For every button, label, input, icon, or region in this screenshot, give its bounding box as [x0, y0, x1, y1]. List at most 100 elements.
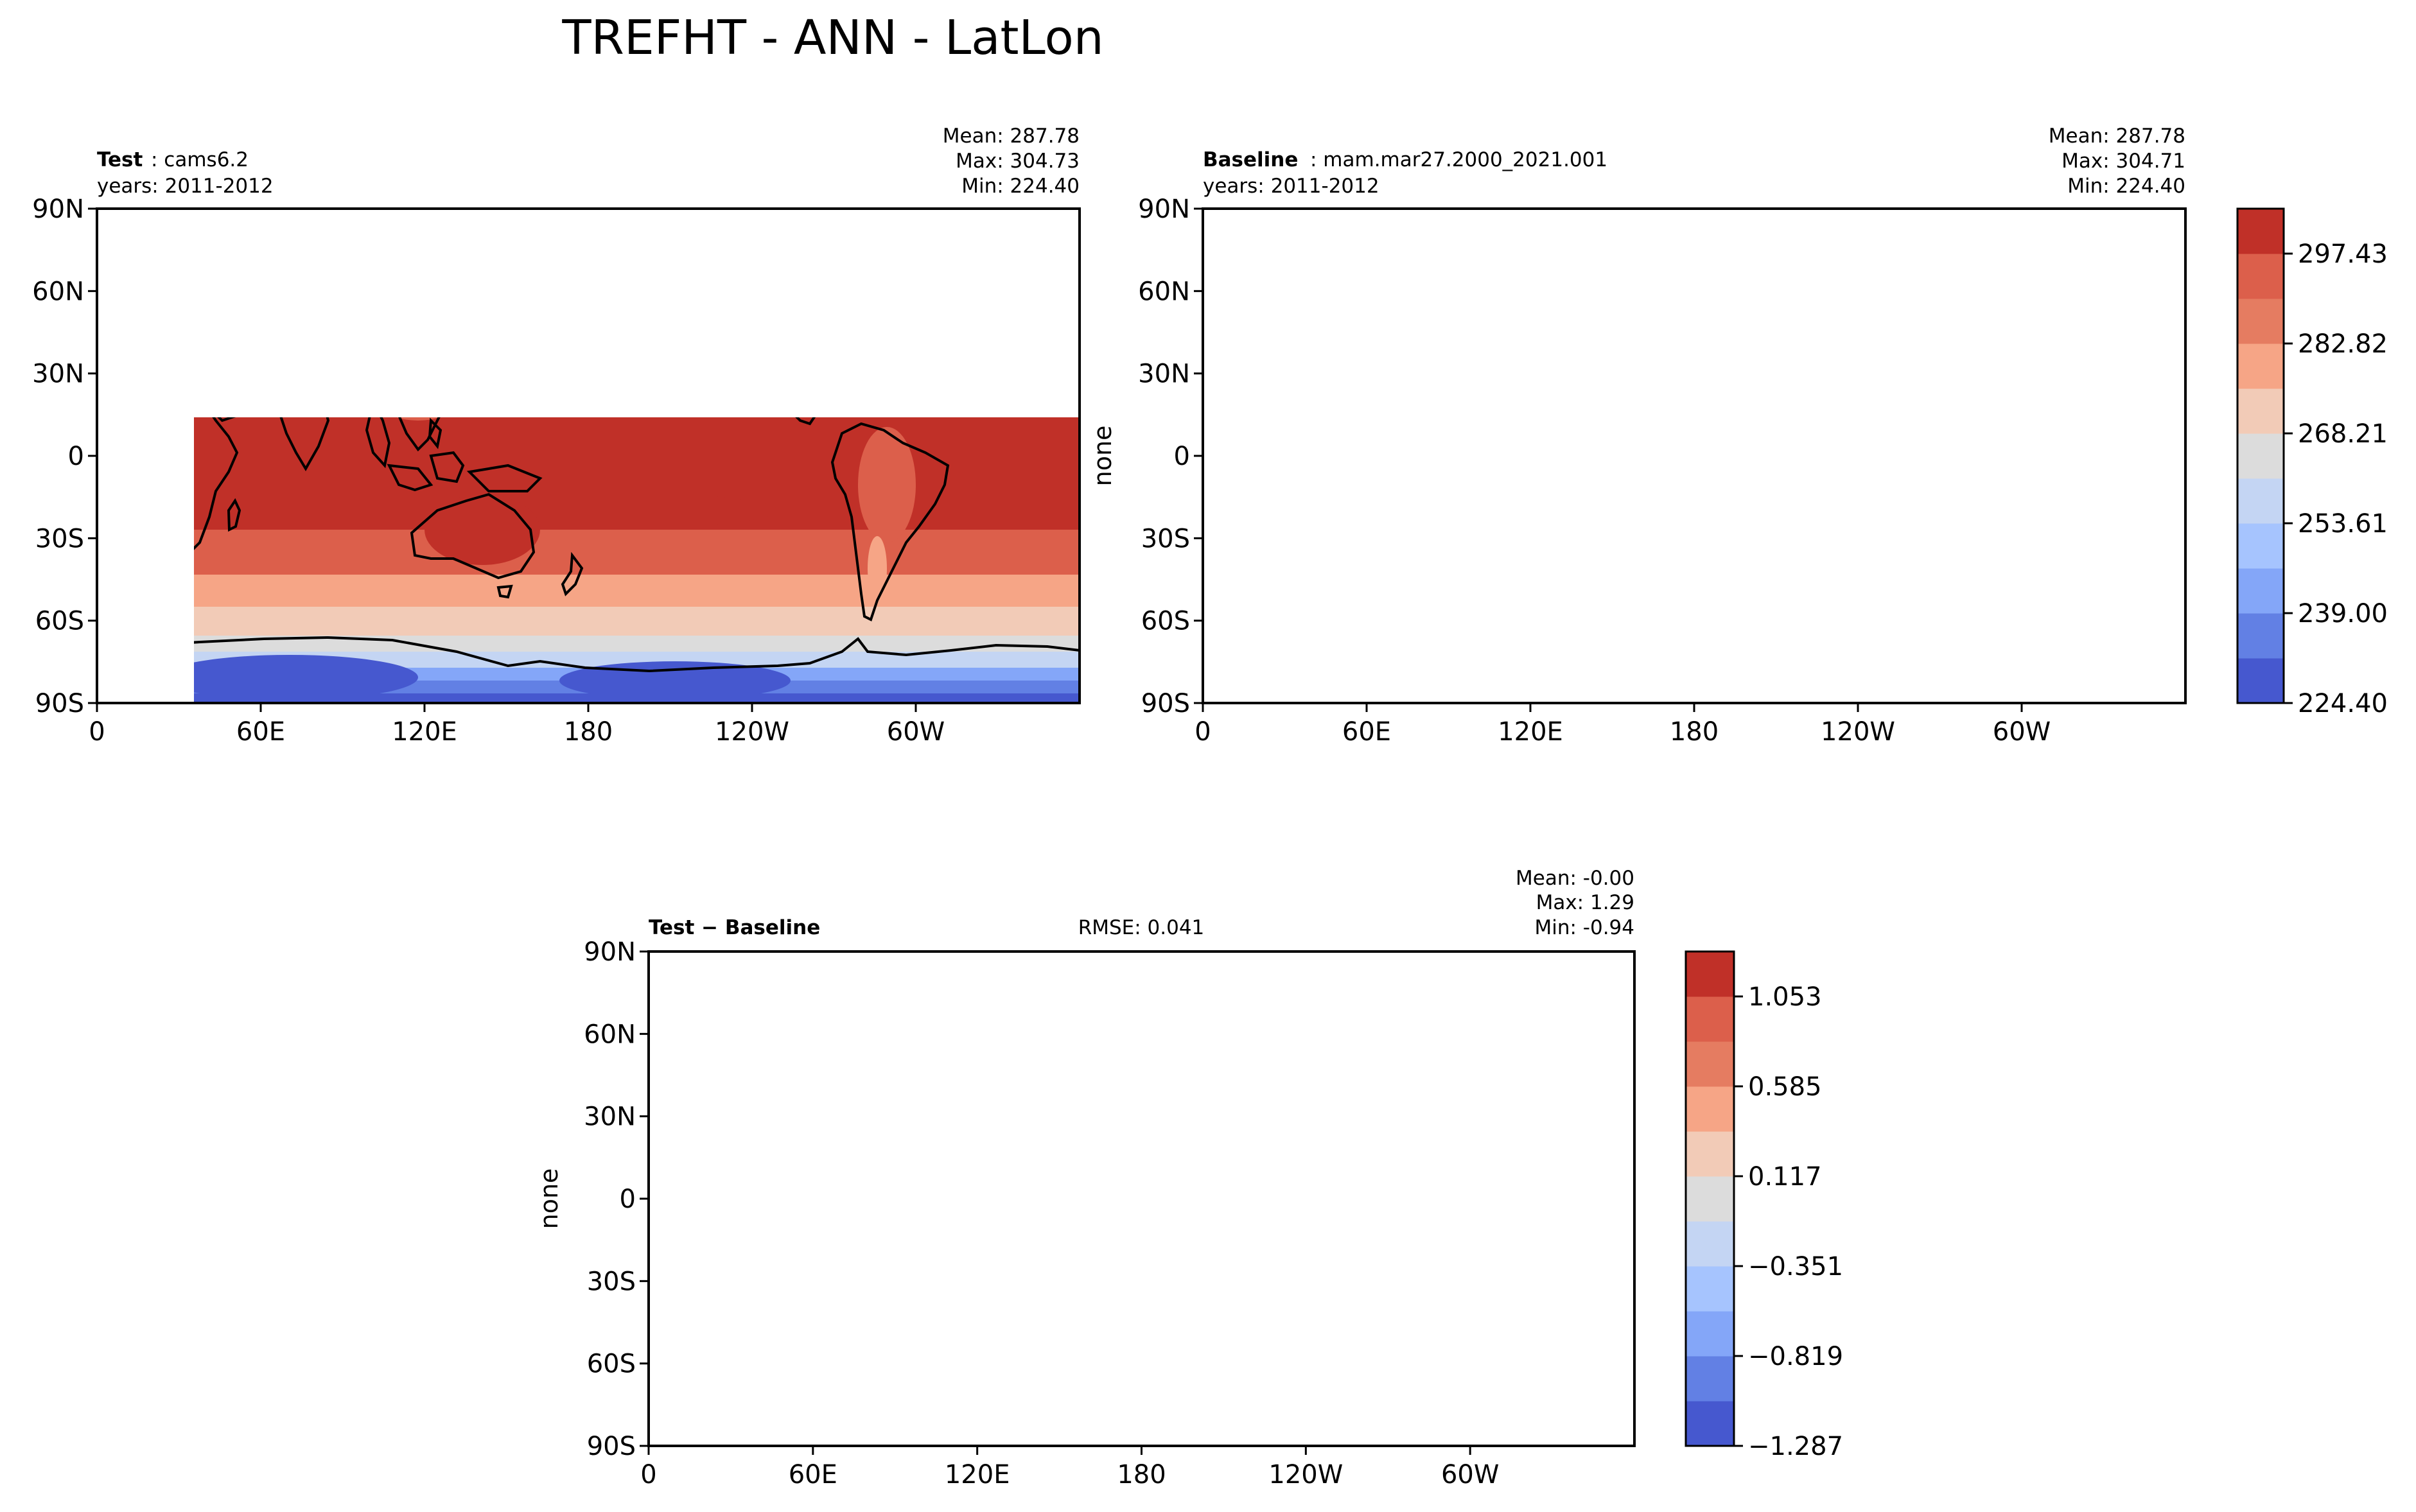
colorbar-segment: [2237, 658, 2284, 704]
colorbar-segment: [1686, 1311, 1734, 1357]
colorbar-segment: [1686, 952, 1734, 997]
baseline-label-bold: Baseline: [1203, 148, 1298, 171]
colorbar-segment: [1686, 1041, 1734, 1087]
x-tick-label: 120E: [392, 717, 457, 747]
x-tick-label: 180: [1117, 1460, 1166, 1490]
colorbar-tick-label: 253.61: [2298, 509, 2388, 539]
y-tick-label: 30N: [1138, 360, 1190, 389]
colorbar-segment: [2237, 343, 2284, 389]
figure-title: TREFHT - ANN - LatLon: [561, 10, 1103, 65]
test-years: years: 2011-2012: [97, 175, 274, 198]
colorbar-tick-label: 297.43: [2298, 239, 2388, 269]
x-tick-label: 60E: [1342, 717, 1391, 747]
colorbar-segment: [2237, 478, 2284, 524]
y-tick-label: 60S: [587, 1350, 636, 1379]
difference-rmse: RMSE: 0.041: [1078, 916, 1205, 939]
difference-stat-max: Max: 1.29: [1536, 891, 1634, 914]
x-tick-label: 120E: [945, 1460, 1010, 1490]
colorbar-segment: [1686, 1176, 1734, 1222]
x-tick-label: 0: [1195, 717, 1211, 747]
test-axis-ticks: 0 60E 120E 180 120W 60W 90N 60N 30N 0 30S 60S 90S: [32, 195, 945, 747]
x-tick-label: 0: [89, 717, 105, 747]
x-tick-label: 120W: [1821, 717, 1895, 747]
y-tick-label: 90N: [1138, 195, 1190, 224]
colorbar-segment: [1686, 1131, 1734, 1177]
difference-stat-mean: Mean: -0.00: [1516, 867, 1634, 890]
baseline-axis-ticks: 0 60E 120E 180 120W 60W 90N 60N 30N 0 30S 60S 90S: [1138, 195, 2051, 747]
colorbar-segment: [2237, 433, 2284, 479]
baseline-label-rest: : mam.mar27.2000_2021.001: [1310, 148, 1607, 171]
colorbar-tick-label: −0.819: [1748, 1342, 1843, 1371]
colorbar-segment: [1686, 1401, 1734, 1447]
y-tick-label: 90S: [1141, 689, 1190, 718]
colorbar-tick-label: 0.117: [1748, 1162, 1822, 1192]
y-tick-label: 30N: [32, 360, 84, 389]
colorbar-segment: [2237, 523, 2284, 569]
colorbar-frame: [1685, 950, 1735, 1447]
x-tick-label: 60W: [1993, 717, 2051, 747]
baseline-colorbar: 297.43 282.82 268.21 253.61 239.00 224.40: [2236, 207, 2388, 718]
x-tick-label: 60E: [789, 1460, 837, 1490]
y-tick-label: 30S: [587, 1267, 636, 1296]
y-tick-label: 30S: [35, 524, 84, 553]
x-tick-label: 120W: [1268, 1460, 1343, 1490]
difference-axis-ticks: 0 60E 120E 180 120W 60W 90N 60N 30N 0 30S 60S 90S: [584, 937, 1499, 1490]
colorbar-segment: [2237, 388, 2284, 434]
x-tick-label: 60W: [1441, 1460, 1499, 1490]
colorbar-segment: [1686, 1086, 1734, 1132]
y-tick-label: 60S: [1141, 607, 1190, 636]
colorbar-tick-label: −1.287: [1748, 1432, 1843, 1461]
y-tick-label: 30S: [1141, 524, 1190, 553]
test-panel: Test : cams6.2 years: 2011-2012 Mean: 28…: [32, 125, 1081, 747]
y-tick-label: 90N: [584, 937, 636, 967]
colorbar-tick-label: 0.585: [1748, 1072, 1822, 1102]
x-tick-label: 120W: [715, 717, 789, 747]
colorbar-segment: [1686, 996, 1734, 1042]
colorbar-segment: [2237, 613, 2284, 659]
x-tick-label: 180: [564, 717, 613, 747]
x-tick-label: 60W: [887, 717, 945, 747]
colorbar-segment: [1686, 1266, 1734, 1312]
y-tick-label: 60N: [584, 1020, 636, 1049]
y-tick-label: 0: [68, 442, 84, 471]
colorbar-segment: [2237, 568, 2284, 614]
test-stat-max: Max: 304.73: [956, 150, 1080, 173]
difference-axes-frame: [647, 950, 1636, 1447]
colorbar-tick-label: 1.053: [1748, 982, 1822, 1012]
y-tick-label: 60N: [32, 277, 84, 306]
difference-stat-min: Min: -0.94: [1534, 916, 1634, 939]
difference-map: [649, 952, 1634, 1446]
colorbar-segment: [1686, 1356, 1734, 1402]
colorbar-tick-label: −0.351: [1748, 1252, 1843, 1282]
test-stat-mean: Mean: 287.78: [943, 125, 1080, 148]
difference-ylabel: none: [535, 1169, 563, 1230]
y-tick-label: 30N: [584, 1102, 636, 1132]
baseline-ylabel: none: [1089, 426, 1117, 487]
colorbar-tick-label: 268.21: [2298, 419, 2388, 449]
test-label-bold: Test: [97, 148, 143, 171]
y-tick-label: 90S: [35, 689, 84, 718]
baseline-map: [1203, 209, 2185, 703]
y-tick-label: 60N: [1138, 277, 1190, 306]
colorbar-segment: [1686, 1221, 1734, 1267]
difference-panel: Test − Baseline RMSE: 0.041 Mean: -0.00 …: [535, 867, 1636, 1490]
baseline-stat-min: Min: 224.40: [2067, 175, 2185, 198]
colorbar-tick-label: 239.00: [2298, 599, 2388, 629]
baseline-years: years: 2011-2012: [1203, 175, 1379, 198]
colorbar-segment: [2237, 209, 2284, 254]
colorbar-tick-label: 224.40: [2298, 689, 2388, 718]
x-tick-label: 120E: [1498, 717, 1563, 747]
baseline-stat-mean: Mean: 287.78: [2049, 125, 2185, 148]
difference-label: Test − Baseline: [649, 916, 820, 939]
difference-colorbar: 1.053 0.585 0.117 −0.351 −0.819 −1.287: [1685, 950, 1843, 1461]
baseline-axes-frame: [1202, 207, 2187, 704]
x-tick-label: 180: [1670, 717, 1719, 747]
test-label-rest: : cams6.2: [151, 148, 249, 171]
y-tick-label: 0: [620, 1185, 636, 1214]
x-tick-label: 60E: [236, 717, 285, 747]
x-tick-label: 0: [640, 1460, 656, 1490]
baseline-stat-max: Max: 304.71: [2061, 150, 2185, 173]
y-tick-label: 0: [1174, 442, 1190, 471]
test-map: [194, 417, 1081, 703]
